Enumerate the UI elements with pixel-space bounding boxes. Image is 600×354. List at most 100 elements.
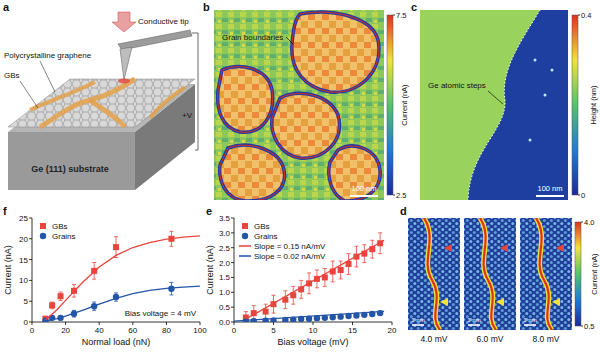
tip [120,47,132,80]
colorbar-title: Current (nA) [590,253,599,295]
stm-image [464,218,516,330]
y-tick [231,247,234,248]
error-cap [307,272,311,273]
map-background [420,10,568,200]
y-tick [231,262,234,263]
error-cap [264,304,268,305]
y-tick [29,280,32,281]
leader [40,61,55,92]
error-cap [299,280,303,281]
annotation: Polycrystalline graphene [4,51,92,60]
error-cap [378,232,382,233]
colorbar-tick [581,222,583,223]
legend-label: GBs [52,222,68,231]
panel-label: e [206,205,212,217]
colorbar: 2.57.5Current (nA) [387,11,409,200]
lattice [464,218,516,330]
error-cap [114,236,118,237]
legend-swatch [40,233,46,239]
annotation: Ge atomic steps [428,81,486,90]
error-cap [291,304,295,305]
grain-boundary [220,145,285,200]
legend-swatch [242,233,248,239]
leader [286,37,293,44]
annotation: Ge (111) substrate [31,164,109,174]
data-point [113,244,119,250]
grain-boundary [90,100,125,127]
boundary-halo [480,218,496,330]
x-tick [273,322,274,325]
plot-area [234,233,384,322]
error-cap [347,253,351,254]
tip-contact [118,79,130,84]
error-cap [169,294,173,295]
error-cap [283,308,287,309]
x-tick-label: 100 [193,326,207,335]
legend-label: GBs [254,222,270,231]
data-point [58,293,64,299]
error-cap [370,240,374,241]
x-tick [234,322,235,325]
error-cap [114,292,118,293]
y-tick-label: 10 [19,276,28,285]
error-cap [114,301,118,302]
error-cap [299,298,303,299]
legend-swatch [242,223,248,229]
y-tick-label: 5 [24,297,29,306]
speck [551,69,554,72]
scale-bar-label: 1 nm [523,317,536,323]
y-tick [29,218,32,219]
y-tick [29,238,32,239]
x-tick [352,322,353,325]
error-cap [307,293,311,294]
stm-image [520,218,572,330]
error-bar [347,254,351,275]
y-tick [231,232,234,233]
grain-boundary [329,146,380,200]
y-tick [231,277,234,278]
x-axis [32,322,200,323]
colorbar-bar [387,15,393,195]
fit-line [234,311,384,321]
panel-label: f [3,205,7,217]
error-cap [339,261,343,262]
y-tick-label: 0 [24,318,29,327]
x-tick-label: 5 [271,326,276,335]
y-tick-label: 2.5 [219,244,231,253]
colorbar-tick-label: 0.4 [581,11,591,20]
colorbar-tick-label: 0 [581,191,585,200]
x-tick-label: 0 [232,326,237,335]
legend: GBsGrainsSlope = 0.15 nA/mVSlope = 0.02 … [239,222,326,261]
error-cap [339,278,343,279]
error-bar [59,292,63,300]
x-tick-label: 20 [61,326,70,335]
error-cap [252,305,256,306]
error-cap [272,313,276,314]
scale-bar [524,324,536,326]
error-bar [323,269,327,287]
y-tick-label: 1.5 [219,273,231,282]
annotation: +V [182,111,193,120]
x-tick-label: 15 [348,326,357,335]
error-cap [291,286,295,287]
y-axis-label: Current (nA) [205,245,215,295]
x-tick [313,322,314,325]
arrow [444,244,452,252]
error-cap [323,268,327,269]
cantilever [118,30,192,50]
legend-swatch [40,223,46,229]
error-bar [299,280,303,298]
colorbar-tick [393,15,395,16]
error-cap [331,281,335,282]
grain [292,12,379,92]
y-tick-label: 25 [19,214,28,223]
grain-boundary [150,87,185,118]
data-point [49,302,55,308]
figure: aConductive tip+VPolycrystalline graphen… [0,0,600,354]
x-tick-label: 40 [95,326,104,335]
error-bar [291,286,295,304]
lattice [408,218,460,330]
legend-swatch [239,245,251,247]
legend-label: Grains [52,232,76,241]
error-bar [331,261,335,282]
